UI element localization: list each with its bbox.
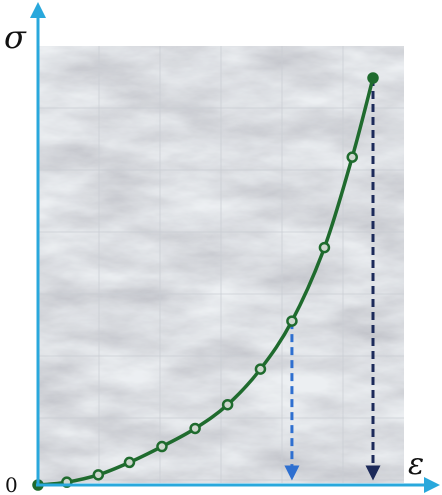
data-point	[367, 72, 379, 84]
x-axis-arrowhead	[424, 477, 440, 493]
series-group	[32, 72, 379, 491]
data-point	[286, 315, 298, 327]
data-point	[92, 469, 105, 481]
data-point	[221, 398, 234, 411]
data-point	[189, 422, 201, 435]
data-point	[254, 363, 267, 375]
origin-label: 0	[5, 473, 18, 495]
data-point	[123, 456, 136, 469]
y-axis-label: σ	[4, 18, 27, 56]
y-axis-arrowhead	[30, 2, 46, 18]
data-point	[346, 151, 358, 163]
data-point	[156, 440, 168, 453]
data-point	[318, 241, 331, 254]
x-axis-label: ε	[408, 447, 424, 482]
drop-lines	[284, 78, 381, 481]
grid	[38, 46, 404, 483]
